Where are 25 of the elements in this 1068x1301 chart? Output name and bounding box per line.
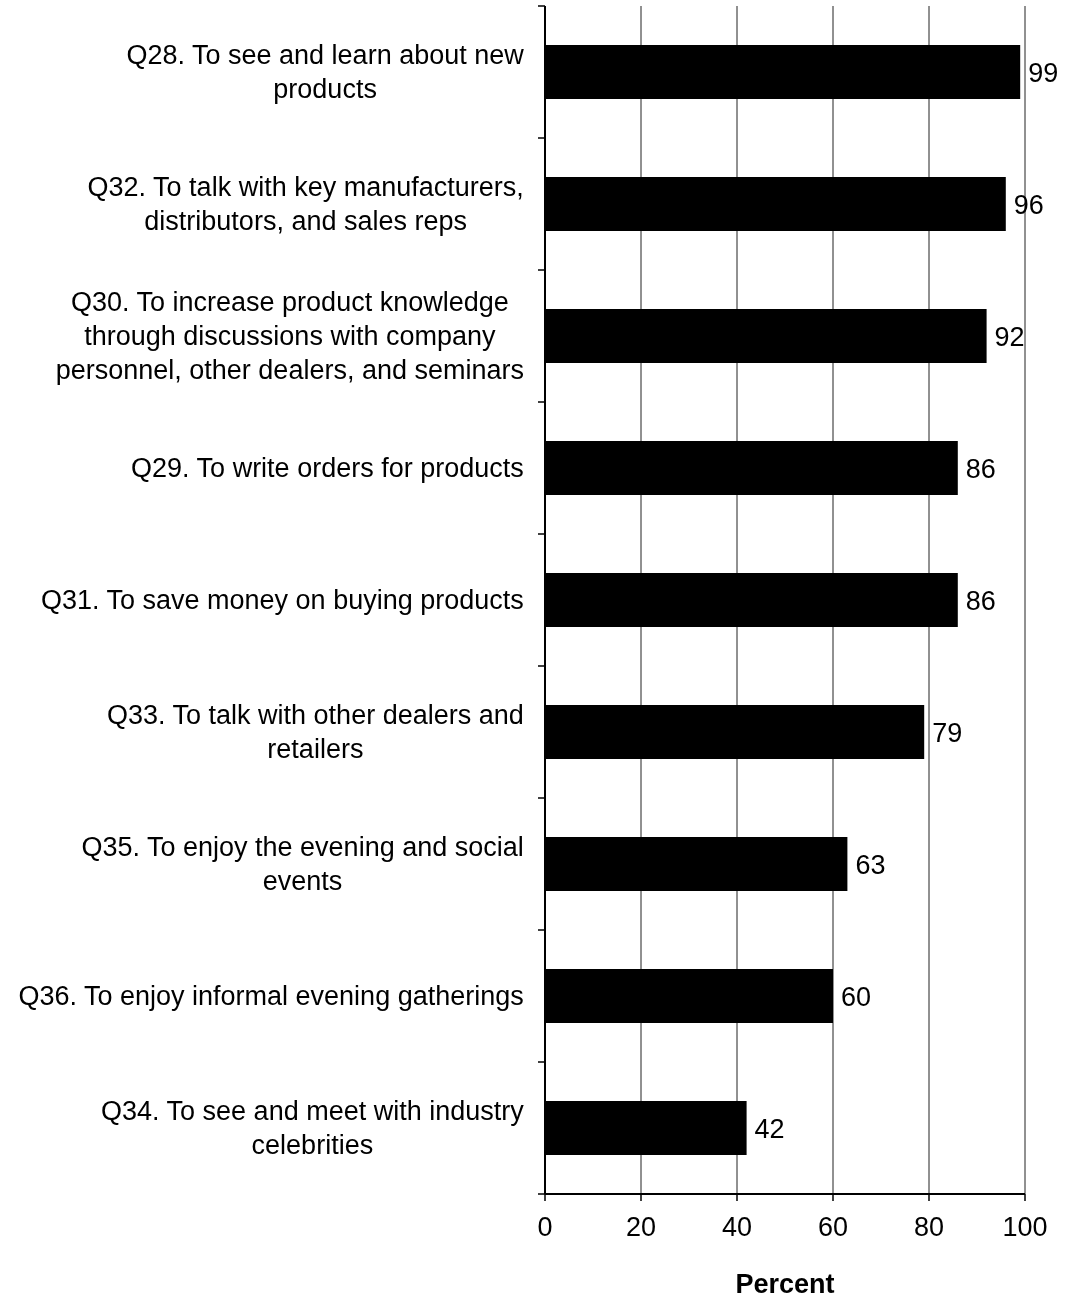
x-axis-title: Percent [735,1269,835,1299]
x-tick-label: 80 [913,1212,945,1243]
x-tick-label: 20 [625,1212,657,1243]
y-tick-label: Q29. To write orders for products [131,453,524,483]
y-tick-label: Q32. To talk with key manufacturers, distributors, and sales reps [87,172,524,236]
y-tick-label: Q35. To enjoy the evening and social events [81,832,524,896]
y-tick-label: Q36. To enjoy informal evening gatherings [18,981,524,1011]
y-tick-label: Q28. To see and learn about new products [126,40,525,104]
x-tick-label: 40 [721,1212,753,1243]
data-label: 92 [994,321,1025,352]
data-label: 79 [932,717,963,748]
y-tick-label: Q34. To see and meet with industry celebrities [101,1096,525,1160]
y-tick-label: Q30. To increase product knowledge through discussions with company personnel, other dealers, and seminars [55,287,525,385]
x-tick-label: 100 [1002,1212,1048,1243]
data-label: 63 [855,849,886,880]
y-tick-label: Q33. To talk with other dealers and retailers [107,700,524,764]
data-label: 42 [754,1113,785,1144]
data-label: 99 [1028,57,1059,88]
data-label: 60 [841,981,872,1012]
x-tick-label: 0 [537,1212,553,1243]
y-tick-label: Q31. To save money on buying products [40,585,524,615]
data-label: 86 [965,585,996,616]
data-label: 96 [1013,189,1044,220]
x-tick-label: 60 [817,1212,849,1243]
data-label: 86 [965,453,996,484]
